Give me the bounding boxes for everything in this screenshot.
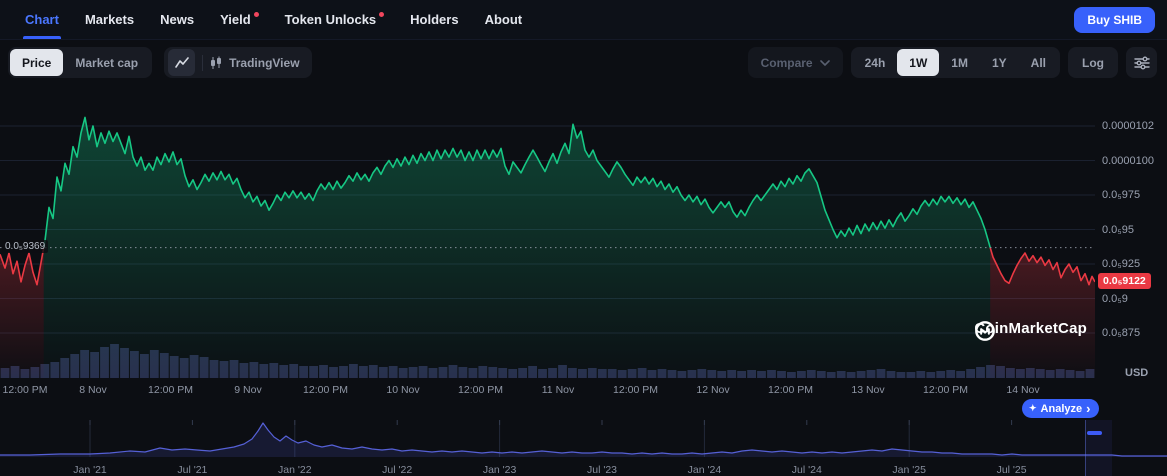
metric-option-market-cap[interactable]: Market cap <box>75 55 139 70</box>
range-selection-window[interactable] <box>1085 420 1112 476</box>
nav-tab-label: Token Unlocks <box>284 12 377 27</box>
log-scale-toggle[interactable]: Log <box>1082 55 1104 70</box>
chart-toolbar: Price Market cap TradingView <box>8 47 1157 78</box>
nav-tab-label: About <box>484 12 523 27</box>
range-selection-handle[interactable] <box>1087 431 1102 435</box>
metric-option-price[interactable]: Price <box>10 49 64 76</box>
time-tick-label: 12:00 PM <box>2 384 48 396</box>
time-tick-label: 12:00 PM <box>458 384 503 396</box>
time-tick-label: 12:00 PM <box>303 384 348 396</box>
chart-settings-button[interactable] <box>1126 47 1157 78</box>
divider <box>202 54 204 71</box>
nav-tab-token-unlocks[interactable]: Token Unlocks <box>272 0 398 39</box>
nav-tab-label: Markets <box>84 12 135 27</box>
range-tick-label: Jan '24 <box>687 464 722 476</box>
nav-tab-label: Yield <box>220 12 251 27</box>
time-tick-label: 12:00 PM <box>613 384 658 396</box>
price-tick-label: 0.0₅975 <box>1102 189 1141 201</box>
red-dot-icon <box>379 11 385 17</box>
time-tick-label: 11 Nov <box>541 384 575 396</box>
chevron-down-icon <box>819 59 830 66</box>
time-tick-label: 12:00 PM <box>923 384 968 396</box>
line-chart-icon <box>174 56 189 68</box>
red-dot-icon <box>253 11 259 17</box>
range-tick-label: Jul '21 <box>177 464 208 476</box>
price-tick-label: 0.0₅925 <box>1102 258 1141 270</box>
threshold-price-label: 0.0₅9369 <box>2 239 49 253</box>
time-tick-label: 9 Nov <box>234 384 262 396</box>
price-tick-label: 0.0₅95 <box>1102 223 1134 236</box>
range-tick-label: Jan '23 <box>482 464 517 476</box>
range-tick-label: Jul '22 <box>382 464 413 476</box>
range-tick-label: Jul '25 <box>996 464 1027 476</box>
range-24h[interactable]: 24h <box>864 55 886 70</box>
log-scale-group: Log <box>1068 47 1118 78</box>
range-all[interactable]: All <box>1030 55 1046 70</box>
coinmarketcap-watermark: CoinMarketCap <box>974 320 1087 341</box>
nav-tab-holders[interactable]: Holders <box>397 0 471 39</box>
sliders-icon <box>1133 56 1150 69</box>
candlestick-icon <box>211 56 222 69</box>
price-tick-label: 0.0000100 <box>1102 154 1154 167</box>
buy-shib-button[interactable]: Buy SHIB <box>1074 6 1155 33</box>
range-1m[interactable]: 1M <box>951 55 968 70</box>
metric-toggle: Price Market cap <box>8 47 153 78</box>
range-tick-label: Jan '22 <box>278 464 312 476</box>
time-range-selector: 24h 1W 1M 1Y All <box>850 47 1060 78</box>
price-axis: 0.0₅9122 USD 0.0000102 0.0000100 0.0₅975 0.… <box>1095 90 1167 385</box>
nav-tab-label: Chart <box>25 12 59 27</box>
tradingview-toggle[interactable]: TradingView <box>210 56 307 70</box>
top-navigation: Chart Markets News Yield Token Unlocks Holder… <box>0 0 1167 40</box>
time-axis: 12:00 PM 8 Nov 12:00 PM 9 Nov 12:00 PM 10 Nov… <box>0 384 1095 398</box>
range-tick-label: Jul '23 <box>586 464 618 476</box>
price-tick-label: 0.0₅875 <box>1102 327 1141 339</box>
chart-type-toggle: TradingView <box>164 47 312 78</box>
sparkle-icon: ✦ <box>1029 403 1037 413</box>
nav-tab-yield[interactable]: Yield <box>207 0 272 39</box>
nav-tab-label: Holders <box>410 12 459 27</box>
last-price-badge: 0.0₅9122 <box>1098 272 1151 289</box>
range-tick-label: Jan '21 <box>73 464 107 476</box>
nav-tab-news[interactable]: News <box>147 0 207 39</box>
time-tick-label: 8 Nov <box>79 384 107 396</box>
time-tick-label: 12 Nov <box>696 384 730 396</box>
time-tick-label: 14 Nov <box>1006 384 1040 396</box>
compare-button[interactable]: Compare <box>747 47 843 78</box>
time-tick-label: 12:00 PM <box>768 384 813 396</box>
currency-label: USD <box>1125 367 1149 379</box>
toolbar-right: Compare 24h 1W 1M 1Y All Log <box>747 47 1157 78</box>
price-chart-canvas[interactable]: 0.0₅9369 CoinMarketCap <box>0 90 1095 385</box>
range-1w[interactable]: 1W <box>897 49 940 76</box>
nav-tab-about[interactable]: About <box>472 0 536 39</box>
range-tick-label: Jul '24 <box>791 464 822 476</box>
nav-tab-chart[interactable]: Chart <box>12 0 72 39</box>
coinmarketcap-logo-icon <box>975 321 996 341</box>
price-tick-label: 0.0₅9 <box>1102 292 1128 305</box>
watermark-label: CoinMarketCap <box>974 320 1087 337</box>
range-1y[interactable]: 1Y <box>991 55 1007 70</box>
time-tick-label: 10 Nov <box>386 384 420 396</box>
chevron-right-icon: › <box>1086 400 1091 416</box>
line-chart-type-button[interactable] <box>168 49 196 76</box>
nav-tabs: Chart Markets News Yield Token Unlocks Holder… <box>12 0 535 39</box>
price-tick-label: 0.0000102 <box>1102 120 1154 132</box>
range-selector-chart[interactable]: Jan '21 Jul '21 Jan '22 Jul '22 Jan '23 Jul '… <box>0 420 1167 476</box>
time-tick-label: 13 Nov <box>851 384 885 396</box>
nav-tab-label: News <box>160 12 195 27</box>
nav-tab-markets[interactable]: Markets <box>72 0 147 39</box>
compare-label: Compare <box>760 55 813 70</box>
time-tick-label: 12:00 PM <box>148 384 193 396</box>
range-tick-label: Jan '25 <box>892 464 926 476</box>
tradingview-label: TradingView <box>229 55 300 70</box>
analyze-label: Analyze <box>1040 402 1083 415</box>
analyze-button[interactable]: ✦ Analyze › <box>1022 399 1100 418</box>
